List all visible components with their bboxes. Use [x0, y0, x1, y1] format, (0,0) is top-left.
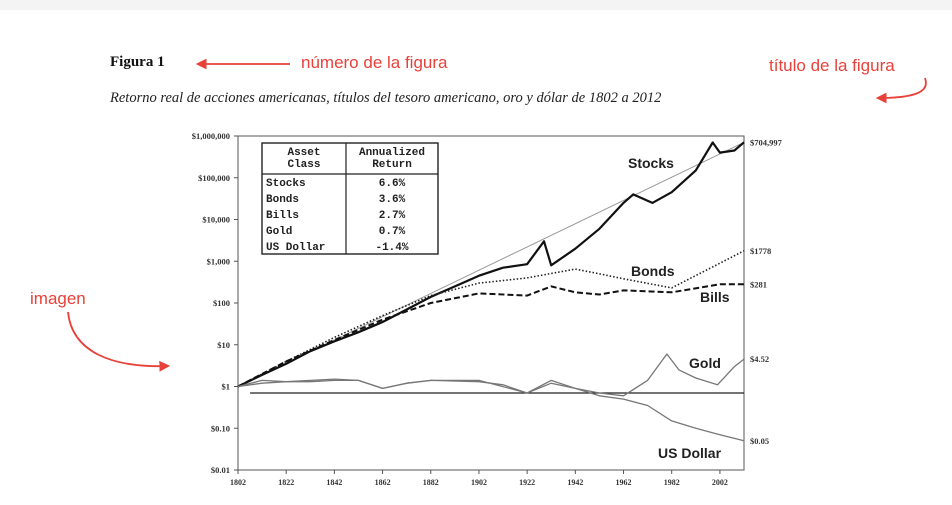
legend-asset-class: Bills [266, 210, 299, 222]
legend-return: 3.6% [379, 194, 406, 206]
y-tick-label: $1 [222, 382, 231, 392]
x-axis-ticks: 1802 1822 1842 1862 1882 1902 1922 1942 1962 1982… [230, 470, 728, 487]
series-end-value-bills: $281 [750, 279, 767, 289]
series-line-bonds [237, 250, 745, 388]
x-tick-label: 2002 [712, 478, 728, 487]
x-tick-label: 1902 [471, 478, 487, 487]
y-tick-label: $1,000,000 [192, 131, 230, 141]
y-tick-label: $10,000 [202, 215, 230, 225]
legend-asset-class: Stocks [266, 178, 306, 190]
series-name-bills: Bills [700, 289, 730, 305]
legend-header: Return [372, 159, 412, 171]
series-name-us-dollar: US Dollar [658, 445, 722, 461]
series-line-gold [237, 353, 745, 397]
series-line-stocks [237, 141, 745, 388]
legend-return: 0.7% [379, 226, 406, 238]
x-tick-label: 1862 [375, 478, 391, 487]
series-labels: Stocks $704,997 Bonds $1778 Bills $281 Gold $4.… [628, 137, 783, 461]
top-bar [0, 0, 952, 10]
y-tick-label: $1,000 [207, 256, 230, 266]
series-end-value-bonds: $1778 [750, 246, 771, 256]
series-line-us-dollar [237, 378, 745, 442]
legend-header: Annualized [359, 147, 425, 159]
legend-asset-class: Gold [266, 226, 292, 238]
series-layer [237, 141, 745, 442]
x-tick-label: 1982 [664, 478, 680, 487]
legend-asset-class: Bonds [266, 194, 299, 206]
y-tick-label: $0.10 [211, 423, 230, 433]
series-line-bills [237, 283, 744, 388]
annotation-figure-number: número de la figura [301, 53, 448, 72]
y-tick-label: $100 [213, 298, 230, 308]
arrow-to-image [67, 311, 171, 372]
x-tick-label: 1842 [326, 478, 342, 487]
y-tick-label: $0.01 [211, 465, 230, 475]
legend-asset-class: US Dollar [266, 242, 325, 254]
x-tick-label: 1882 [423, 478, 439, 487]
y-axis-ticks: $1,000,000 $100,000 $10,000 $1,000 $100 $10 $1… [192, 131, 238, 475]
x-tick-label: 1942 [567, 478, 583, 487]
legend-return: 6.6% [379, 178, 406, 190]
y-tick-label: $10 [217, 340, 230, 350]
series-name-gold: Gold [689, 355, 721, 371]
series-end-value-gold: $4.52 [750, 354, 769, 364]
x-tick-label: 1822 [278, 478, 294, 487]
figure-number: Figura 1 [110, 54, 165, 70]
series-end-value-stocks: $704,997 [750, 137, 783, 147]
x-tick-label: 1962 [616, 478, 632, 487]
series-end-value-us-dollar: $0.05 [750, 436, 769, 446]
annotation-figure-title: título de la figura [769, 56, 895, 75]
figure-title: Retorno real de acciones americanas, tít… [110, 90, 662, 106]
legend-box [261, 142, 439, 255]
legend-return: -1.4% [375, 242, 408, 254]
x-tick-label: 1802 [230, 478, 246, 487]
x-tick-label: 1922 [519, 478, 535, 487]
series-name-bonds: Bonds [631, 263, 675, 279]
arrow-to-figure-title [875, 77, 927, 104]
legend-header: Asset [287, 147, 320, 159]
legend-header: Class [287, 159, 320, 171]
series-name-stocks: Stocks [628, 155, 674, 171]
y-tick-label: $100,000 [198, 173, 230, 183]
annotation-image: imagen [30, 289, 86, 308]
legend-return: 2.7% [379, 210, 406, 222]
